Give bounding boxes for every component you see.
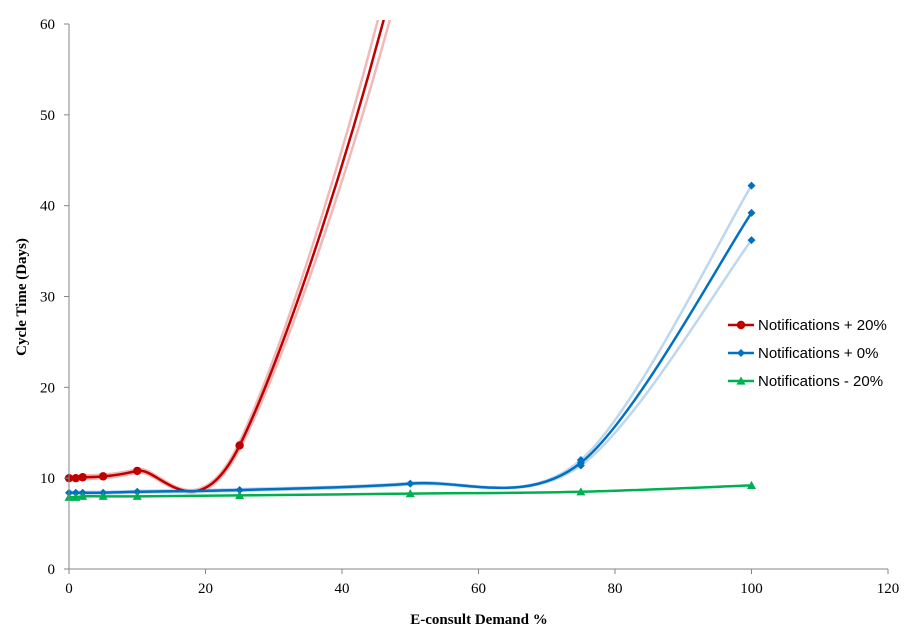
y-tick-label: 20 xyxy=(40,380,55,396)
data-point xyxy=(133,466,142,476)
data-point xyxy=(71,488,80,497)
x-tick-label: 40 xyxy=(335,581,350,597)
data-point xyxy=(747,236,756,245)
legend-label: Notifications + 0% xyxy=(758,345,878,362)
data-point xyxy=(736,320,746,330)
data-point xyxy=(747,208,756,217)
series-markers xyxy=(64,181,756,501)
data-point xyxy=(736,376,746,385)
series-line xyxy=(69,20,385,493)
x-tick-label: 100 xyxy=(740,581,763,597)
y-axis-ticks: 0 10 20 30 40 50 60 xyxy=(40,17,69,578)
data-point xyxy=(71,473,81,483)
x-tick-label: 20 xyxy=(198,581,213,597)
data-point xyxy=(235,490,245,500)
legend: Notifications + 20% Notifications + 0% Not… xyxy=(728,317,887,390)
confidence-bands xyxy=(69,20,753,495)
band-upper-line xyxy=(69,185,753,494)
data-point xyxy=(747,480,756,490)
band-lower-line xyxy=(69,20,392,494)
data-point xyxy=(71,492,81,501)
x-tick-label: 80 xyxy=(608,581,623,597)
data-point xyxy=(235,441,244,450)
legend-item: Notifications + 0% xyxy=(728,345,878,362)
data-point xyxy=(576,487,586,496)
data-point xyxy=(98,491,108,500)
legend-label: Notifications - 20% xyxy=(758,373,883,390)
x-tick-label: 60 xyxy=(471,581,486,597)
legend-item: Notifications + 20% xyxy=(728,317,887,334)
y-tick-label: 30 xyxy=(40,290,55,306)
data-point xyxy=(235,485,244,494)
x-tick-label: 120 xyxy=(877,581,900,597)
y-tick-label: 50 xyxy=(40,108,55,124)
data-point xyxy=(78,491,88,500)
legend-item: Notifications - 20% xyxy=(728,373,883,390)
x-axis-title: E-consult Demand % xyxy=(410,612,548,625)
data-point xyxy=(133,487,142,496)
x-tick-label: 0 xyxy=(65,581,73,597)
x-axis-ticks: 0 20 40 60 80 100 120 xyxy=(65,569,899,597)
data-point xyxy=(405,489,415,498)
band-upper-line xyxy=(69,20,380,492)
data-point xyxy=(576,461,585,470)
y-tick-label: 40 xyxy=(40,199,55,215)
series-line xyxy=(69,212,753,495)
y-axis-title: Cycle Time (Days) xyxy=(14,238,30,356)
data-point xyxy=(576,456,585,464)
y-tick-label: 10 xyxy=(40,471,55,487)
series-lines xyxy=(69,20,753,499)
data-point xyxy=(406,479,415,488)
y-tick-label: 0 xyxy=(48,562,56,578)
legend-label: Notifications + 20% xyxy=(758,317,887,334)
y-tick-label: 60 xyxy=(40,17,55,33)
data-point xyxy=(98,472,108,481)
data-point xyxy=(78,473,87,482)
data-point xyxy=(132,491,142,500)
data-point xyxy=(737,349,745,357)
data-point xyxy=(747,181,756,190)
